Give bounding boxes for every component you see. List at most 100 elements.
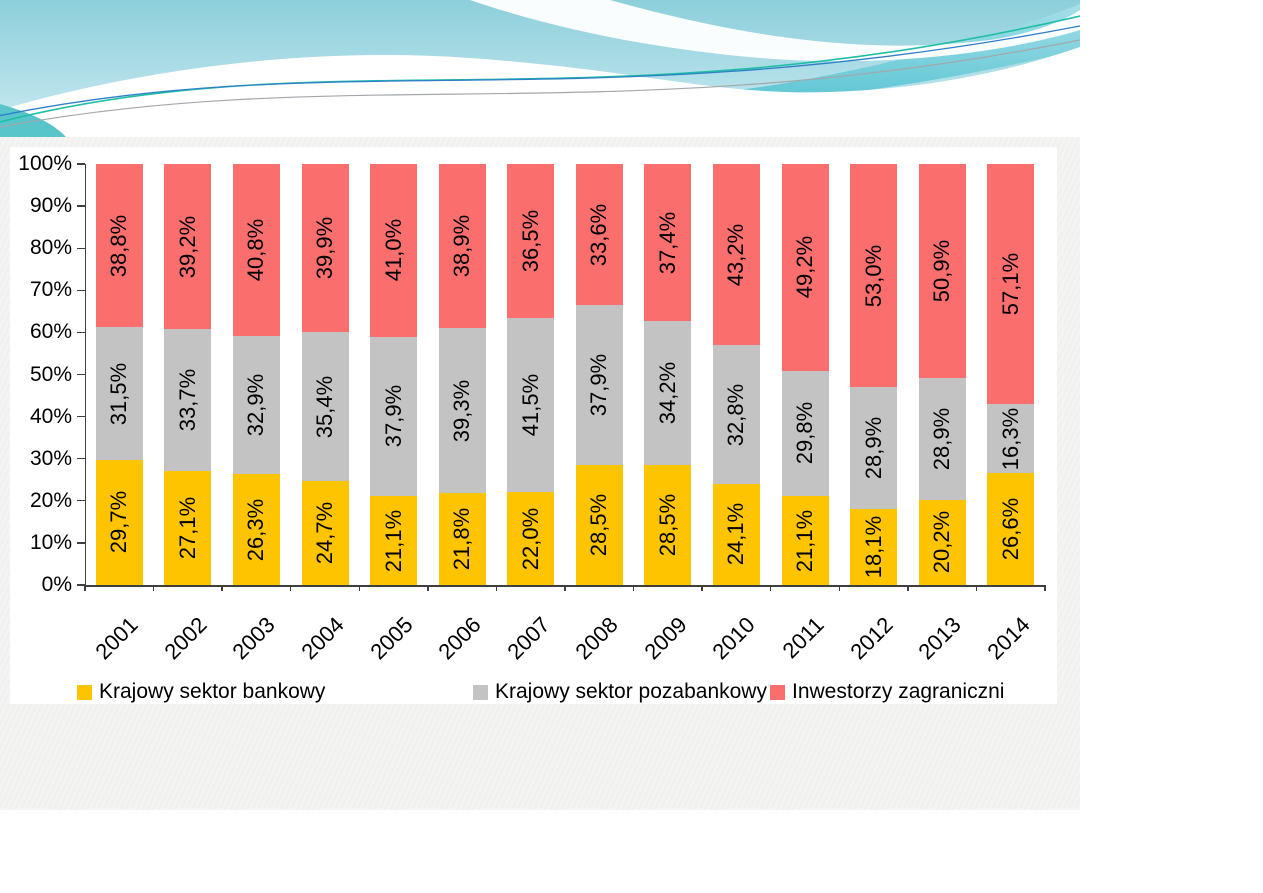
- bar-segment-pozabankowy: 31,5%: [95, 327, 143, 460]
- bar-value-label: 24,7%: [312, 501, 337, 565]
- bar-value-label: 39,9%: [312, 216, 337, 280]
- bar-value-label: 33,6%: [586, 203, 612, 266]
- bar-segment-zagraniczni: 49,2%: [781, 164, 829, 371]
- plot-area: 0% 10% 20% 30% 40% 50% 60% 70% 80% 90% 100% 29,7% 31…: [10, 147, 1057, 704]
- x-tick-mark: [770, 585, 772, 591]
- y-tick-label: 100%: [18, 152, 72, 175]
- y-tick-mark: [77, 373, 85, 376]
- y-tick-label: 70%: [29, 278, 72, 302]
- bar-value-label: 31,5%: [106, 362, 132, 425]
- bar-value-label: 41,0%: [380, 219, 406, 282]
- bar-segment-bankowy: 28,5%: [575, 465, 623, 585]
- x-tick-mark: [358, 585, 360, 591]
- category-label-2004: 2004: [296, 612, 349, 665]
- bar-column-2008: 28,5% 37,9% 33,6%: [575, 164, 623, 585]
- bar-column-2009: 28,5% 34,2% 37,4%: [644, 164, 692, 585]
- category-label-2006: 2006: [433, 612, 486, 665]
- x-tick-mark: [838, 585, 840, 591]
- y-tick-label: 20%: [29, 488, 72, 512]
- x-tick-mark: [427, 585, 429, 591]
- bar-value-label: 21,8%: [449, 507, 475, 571]
- category-label-2007: 2007: [502, 612, 555, 665]
- bar-value-label: 37,4%: [654, 211, 680, 274]
- legend-swatch: [473, 684, 488, 700]
- bar-value-label: 39,3%: [449, 379, 475, 442]
- bar-value-label: 36,5%: [517, 209, 543, 273]
- bar-value-label: 33,7%: [174, 368, 200, 432]
- header-teal-band: [260, 4, 1080, 112]
- y-tick-label: 60%: [29, 320, 72, 344]
- y-tick-mark: [77, 289, 85, 291]
- category-label-2001: 2001: [90, 612, 143, 665]
- bar-column-2014: 26,6% 16,3% 57,1%: [987, 164, 1035, 585]
- bar-segment-pozabankowy: 29,8%: [781, 370, 829, 497]
- y-tick-mark: [77, 542, 85, 544]
- category-label-2012: 2012: [844, 612, 898, 665]
- x-tick-mark: [1044, 585, 1046, 591]
- bar-value-label: 50,9%: [929, 239, 955, 303]
- bar-column-2005: 21,1% 37,9% 41,0%: [370, 164, 418, 585]
- x-tick-mark: [221, 585, 223, 591]
- bar-segment-pozabankowy: 35,4%: [301, 331, 349, 482]
- bar-segment-bankowy: 29,7%: [95, 459, 143, 585]
- category-label-2009: 2009: [639, 612, 692, 665]
- category-label-2011: 2011: [777, 612, 829, 664]
- bar-value-label: 32,9%: [243, 373, 269, 437]
- header-line-blue: [0, 25, 1080, 117]
- x-tick-mark: [632, 585, 635, 591]
- header-wave-decoration: [0, 0, 1080, 137]
- bar-segment-bankowy: 20,2%: [918, 499, 966, 585]
- bar-column-2011: 21,1% 29,8% 49,2%: [781, 164, 829, 585]
- bar-segment-bankowy: 27,1%: [164, 470, 212, 585]
- bar-segment-bankowy: 24,7%: [301, 481, 349, 585]
- bar-segment-bankowy: 26,3%: [232, 474, 280, 585]
- bar-segment-bankowy: 21,1%: [370, 496, 418, 585]
- bar-segment-zagraniczni: 37,4%: [644, 164, 692, 322]
- bar-value-label: 43,2%: [723, 223, 749, 286]
- y-tick-label: 80%: [29, 236, 72, 260]
- category-label-2013: 2013: [913, 612, 966, 665]
- bar-value-label: 37,9%: [380, 385, 406, 448]
- category-label-2005: 2005: [364, 612, 418, 665]
- bar-segment-pozabankowy: 41,5%: [507, 317, 555, 493]
- bar-value-label: 35,4%: [312, 375, 337, 438]
- bar-segment-pozabankowy: 16,3%: [987, 404, 1035, 474]
- bar-value-label: 20,2%: [929, 511, 955, 574]
- legend: Krajowy sektor bankowy Krajowy sektor poz…: [10, 678, 1057, 708]
- bar-value-label: 21,1%: [792, 509, 817, 572]
- bar-value-label: 26,3%: [243, 498, 269, 561]
- legend-swatch: [77, 684, 92, 700]
- y-tick-mark: [77, 205, 85, 207]
- bar-segment-zagraniczni: 50,9%: [918, 164, 966, 379]
- bar-segment-pozabankowy: 28,9%: [850, 387, 898, 509]
- bar-column-2010: 24,1% 32,8% 43,2%: [712, 164, 760, 585]
- bar-segment-pozabankowy: 37,9%: [370, 336, 418, 497]
- bar-segment-pozabankowy: 37,9%: [575, 305, 623, 466]
- bar-segment-bankowy: 21,8%: [438, 493, 486, 585]
- y-tick-mark: [77, 247, 85, 249]
- x-tick-mark: [152, 585, 155, 591]
- x-tick-mark: [975, 585, 978, 591]
- bar-column-2001: 29,7% 31,5% 38,8%: [95, 164, 143, 585]
- legend-item-3: Inwestorzy zagraniczni: [770, 678, 1004, 706]
- bar-value-label: 38,9%: [449, 214, 475, 278]
- y-tick-mark: [77, 584, 85, 586]
- chart-panel: 0% 10% 20% 30% 40% 50% 60% 70% 80% 90% 100% 29,7% 31…: [10, 147, 1057, 704]
- bar-value-label: 53,0%: [860, 244, 886, 307]
- bar-column-2013: 20,2% 28,9% 50,9%: [918, 164, 966, 585]
- category-label-2010: 2010: [707, 612, 761, 665]
- y-tick-label: 90%: [29, 194, 72, 218]
- bar-column-2012: 18,1% 28,9% 53,0%: [850, 164, 898, 585]
- legend-label: Krajowy sektor bankowy: [99, 680, 326, 703]
- x-tick-mark: [564, 585, 566, 591]
- legend-item-1: Krajowy sektor bankowy: [77, 678, 325, 706]
- bar-column-2003: 26,3% 32,9% 40,8%: [232, 164, 280, 585]
- bar-value-label: 34,2%: [654, 361, 680, 425]
- bar-segment-zagraniczni: 40,8%: [232, 164, 280, 336]
- bar-segment-zagraniczni: 57,1%: [987, 164, 1035, 405]
- bar-segment-zagraniczni: 39,2%: [164, 164, 212, 330]
- bar-segment-bankowy: 21,1%: [781, 496, 829, 585]
- x-tick-mark: [907, 585, 909, 591]
- legend-label: Inwestorzy zagraniczni: [792, 680, 1005, 703]
- bar-value-label: 29,7%: [106, 491, 132, 554]
